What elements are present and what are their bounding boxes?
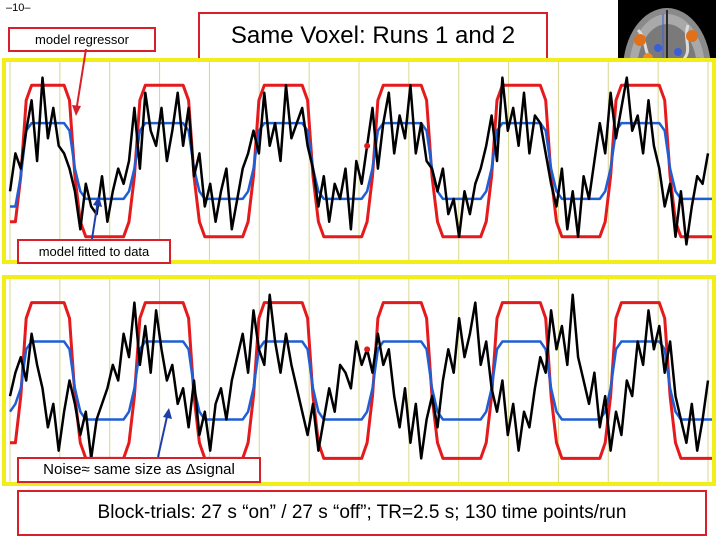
series-line-data-run-2 (8, 293, 710, 460)
delta-symbol: Δ (185, 461, 196, 478)
series-line-data-run-1 (8, 76, 710, 246)
page-title: Same Voxel: Runs 1 and 2 (198, 12, 548, 60)
caption: Block-trials: 27 s “on” / 27 s “off”; TR… (17, 490, 707, 536)
run-2-chart (8, 279, 712, 482)
run-1-chart (8, 62, 712, 260)
series-line-regressor-run-2 (10, 301, 712, 460)
run-2-plot-panel (2, 275, 716, 486)
grid (9, 62, 709, 260)
series-line-fitted-run-2 (8, 340, 712, 421)
model-fitted-label: model fitted to data (17, 239, 171, 264)
page-number: –10– (6, 2, 31, 14)
noise-label: Noise≈ same size as Δsignal (17, 457, 261, 483)
noise-label-prefix: Noise (43, 461, 82, 478)
series-line-fitted-run-1 (10, 121, 712, 208)
model-regressor-label: model regressor (8, 27, 156, 52)
highlight-point (364, 142, 371, 149)
run-1-plot-panel (2, 58, 716, 264)
noise-label-middle: same size as (89, 461, 186, 478)
approx-symbol: ≈ (81, 461, 90, 478)
highlight-point (364, 346, 371, 353)
noise-label-suffix: signal (195, 461, 235, 478)
series-line-regressor-run-1 (10, 83, 712, 239)
